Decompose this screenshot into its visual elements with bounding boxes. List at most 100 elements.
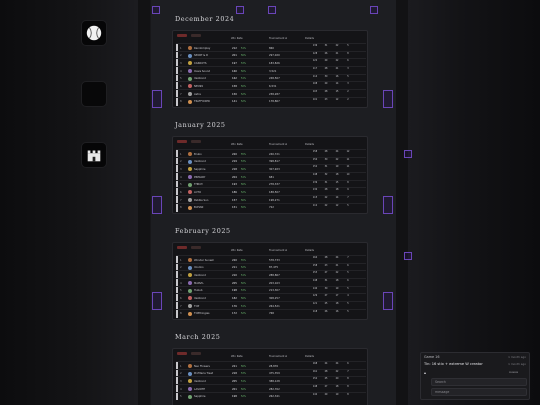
detail-cell: 31 xyxy=(324,44,328,47)
rank-bar xyxy=(176,263,178,272)
row-wins: 151 xyxy=(232,206,237,210)
row-rate: 50% xyxy=(241,69,246,73)
row-details: 148 32 18 10 xyxy=(310,173,353,180)
tab-chip[interactable] xyxy=(177,245,187,249)
chat-widget[interactable]: Game 16 1 month ago Tin: 16 stix + extre… xyxy=(420,352,530,400)
table-row[interactable]: 1 Wonder Sunset 220 55% 578,733 164 28 24 7 xyxy=(176,255,366,264)
table-row[interactable]: 6 NEO99 158 50% 6,531 108 29 14 3 xyxy=(176,81,366,91)
row-wins: 211 xyxy=(232,266,237,270)
table-row[interactable]: 3 Vexibond 210 51% 288,867 153 27 22 5 xyxy=(176,270,366,280)
row-rate: 53% xyxy=(241,372,246,376)
table-row[interactable]: 7 Astra 150 52% 238,287 103 28 15 2 xyxy=(176,89,366,98)
tab-chip[interactable] xyxy=(191,33,201,37)
row-name: Pebble Sun xyxy=(194,198,209,202)
tab-chip[interactable] xyxy=(177,139,187,143)
row-rank: 1 xyxy=(180,258,182,262)
table-row[interactable]: 5 Hubub 198 53% 213,307 140 30 19 5 xyxy=(176,285,366,295)
detail-cell: 25 xyxy=(324,302,328,306)
row-name: Sapphire xyxy=(194,167,206,171)
avatar xyxy=(188,84,192,89)
table-row[interactable]: 4 MARVIL 205 50% 203,163 148 31 18 6 xyxy=(176,278,366,287)
row-points: 240,721 xyxy=(269,152,280,156)
detail-cell: 142 xyxy=(312,392,318,396)
table-row[interactable]: 4 Oasis Sound 160 50% 3,521 117 28 21 3 xyxy=(176,66,366,75)
row-points: 860 xyxy=(269,46,274,50)
table-row[interactable]: 8 TOPthingies 172 52% 768 118 26 16 5 xyxy=(176,308,366,318)
table-row[interactable]: 5 THROY 193 56% 278,337 139 31 15 8 xyxy=(176,179,366,189)
row-details: 161 28 22 7 xyxy=(310,370,353,377)
chat-timestamp: 1 month ago xyxy=(508,355,526,359)
row-name: CARROTS xyxy=(194,61,207,65)
row-name: THROY xyxy=(194,183,203,187)
search-field[interactable]: Search xyxy=(431,378,527,386)
month-title: December 2024 xyxy=(175,15,235,23)
tab-chip[interactable] xyxy=(177,33,187,37)
castle-icon[interactable] xyxy=(81,142,107,168)
tab-chip[interactable] xyxy=(191,351,201,355)
leaderboard-card: Win Rate Tournament Δ Details 1 Brubo 220 55% 2… xyxy=(172,136,368,214)
detail-cell: 114 xyxy=(312,74,318,78)
detail-cell: 7 xyxy=(347,256,349,259)
table-row[interactable]: 4 LASIOTE 201 50% 282,762 148 27 18 8 xyxy=(176,384,366,393)
table-row[interactable]: 5 Vexibond 162 51% 248,567 114 30 16 5 xyxy=(176,73,366,83)
blank-app-icon[interactable] xyxy=(81,81,107,107)
table-row[interactable]: 3 CARROTS 197 53% 183,826 122 29 22 6 xyxy=(176,58,366,68)
feed-left-edge xyxy=(138,0,150,405)
avatar xyxy=(188,387,192,392)
table-row[interactable]: 7 Pebble Sun 157 56% 198,271 115 22 14 7 xyxy=(176,195,366,204)
row-rate: 52% xyxy=(241,92,246,96)
row-rank: 6 xyxy=(180,190,182,194)
detail-cell: 150 xyxy=(312,157,318,161)
table-row[interactable]: 8 BUHAN 151 50% 722 112 22 12 5 xyxy=(176,202,366,212)
detail-cell: 128 xyxy=(312,51,318,55)
detail-cell: 18 xyxy=(335,173,339,177)
table-row[interactable]: 7 TOP 176 51% 264,521 121 25 18 5 xyxy=(176,301,366,310)
row-name: Randomplay xyxy=(194,46,211,50)
detail-cell: 12 xyxy=(346,150,350,153)
table-row[interactable]: 2 Profitaria Treat 218 53% 475,359 161 28 22 7 xyxy=(176,368,366,378)
row-points: 282,762 xyxy=(269,387,280,391)
row-details: 158 23 21 6 xyxy=(310,264,353,271)
row-rank: 8 xyxy=(180,312,182,316)
card-header xyxy=(173,31,367,39)
detail-cell: 29 xyxy=(324,82,328,86)
row-points: 288,867 xyxy=(269,273,280,277)
table-row[interactable]: 2 SPORT & D 201 56% 297,020 128 26 21 8 xyxy=(176,50,366,60)
avatar xyxy=(188,394,192,399)
detail-cell: 18 xyxy=(335,279,339,283)
table-row[interactable]: 1 Neo Flowers 221 56% 28,876 168 24 24 6 xyxy=(176,361,366,370)
row-name: NEO99 xyxy=(194,84,203,88)
table-row[interactable]: 6 LOTO 186 52% 188,507 130 28 18 9 xyxy=(176,187,366,197)
table-row[interactable]: 2 Vexibond 219 53% 398,817 150 30 22 11 xyxy=(176,156,366,166)
tab-chip[interactable] xyxy=(191,139,201,143)
rank-bar xyxy=(176,369,178,378)
rank-bar xyxy=(176,44,178,52)
detail-cell: 22 xyxy=(324,203,328,207)
detail-cell: 153 xyxy=(312,271,318,275)
tab-chip[interactable] xyxy=(191,245,201,249)
table-row[interactable]: 4 PRIMARY 204 51% 681 148 32 18 10 xyxy=(176,172,366,181)
chevron-up-icon[interactable]: ▴ xyxy=(424,370,427,375)
rank-bar xyxy=(176,256,178,264)
table-row[interactable]: 1 Brubo 220 55% 240,721 158 28 24 12 xyxy=(176,149,366,158)
table-row[interactable]: 6 Vexibond 182 56% 308,257 129 27 17 4 xyxy=(176,293,366,303)
row-points: 264,521 xyxy=(269,304,280,308)
rank-bar xyxy=(176,196,178,204)
detail-cell: 108 xyxy=(312,82,318,86)
tab-chip[interactable] xyxy=(177,351,187,355)
card-header xyxy=(173,243,367,251)
table-row[interactable]: 8 TRAFFICKER 141 52% 178,867 101 23 12 2 xyxy=(176,96,366,106)
detail-cell: 140 xyxy=(312,286,318,290)
month-title: March 2025 xyxy=(175,333,221,341)
row-name: Voodoo xyxy=(194,266,204,270)
baseball-icon[interactable] xyxy=(81,20,107,46)
table-row[interactable]: 3 Sapphire 218 56% 307,923 152 31 19 11 xyxy=(176,164,366,174)
table-row[interactable]: 3 Vexibond 205 51% 388,128 152 25 20 8 xyxy=(176,376,366,386)
detail-cell: 8 xyxy=(347,385,349,389)
detail-cell: 22 xyxy=(324,196,328,200)
column-header-wins: Win Rate xyxy=(231,355,243,358)
message-input[interactable]: message xyxy=(431,388,527,396)
table-row[interactable]: 2 Voodoo 211 52% 87,475 158 23 21 6 xyxy=(176,262,366,272)
table-row[interactable]: 1 Randomplay 212 51% 860 136 31 22 5 xyxy=(176,43,366,52)
table-row[interactable]: 5 Sapphire 198 52% 262,341 142 29 19 8 xyxy=(176,391,366,401)
